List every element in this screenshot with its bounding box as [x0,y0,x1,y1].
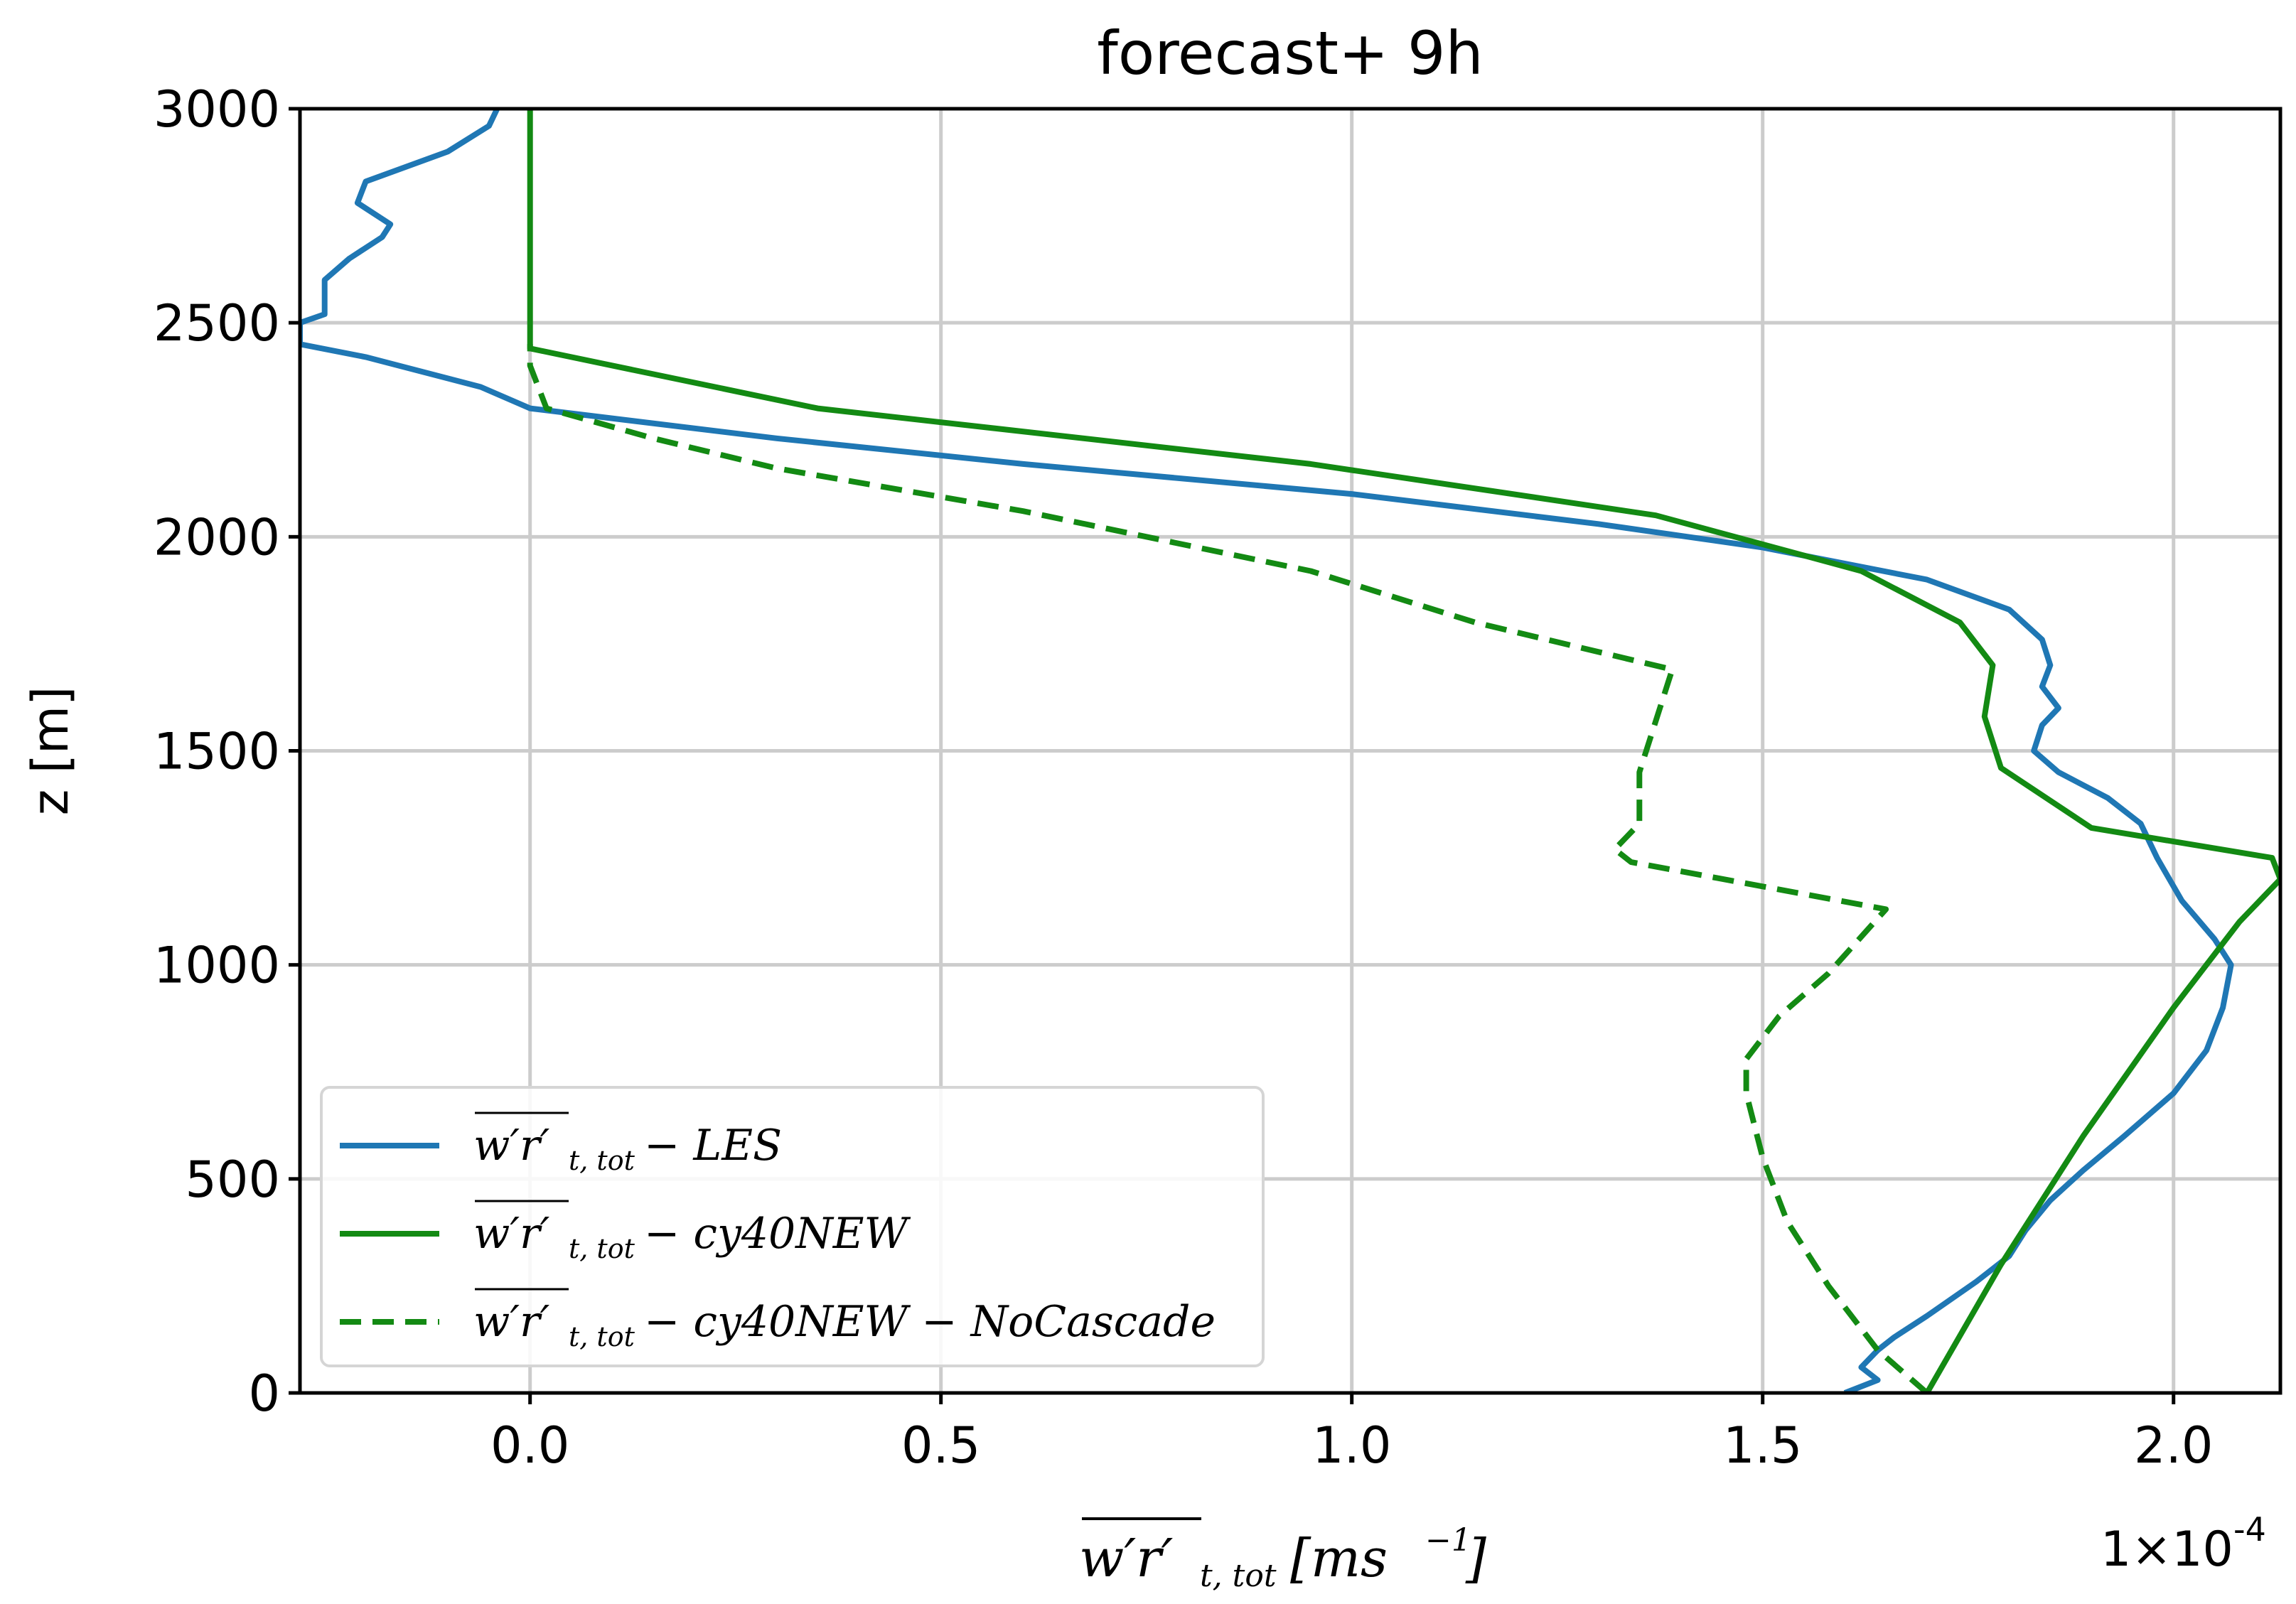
legend-label-symbol: w′r′ [473,1209,550,1259]
legend-box [320,1086,1265,1367]
y-tick-label: 1500 [154,723,280,781]
series-line-2 [527,109,2280,1393]
x-tick-label: 0.5 [901,1416,980,1475]
x-axis-multiplier-base: 1×10 [2101,1522,2233,1578]
legend-label-symbol: w′r′ [473,1297,550,1347]
y-tick-label: 2500 [154,294,280,352]
y-tick-label: 2000 [154,508,280,566]
x-tick-label: 1.5 [1723,1416,1802,1475]
legend-label-name: − cy40NEW [644,1209,911,1259]
x-axis-multiplier-exponent: -4 [2233,1510,2266,1549]
x-axis-label-units: [ms [1290,1528,1388,1589]
x-axis-multiplier: 1×10 -4 [2101,1510,2266,1578]
series-line-1 [300,109,2234,1393]
x-axis-label-units-exponent: −1 [1425,1522,1471,1559]
legend-label-symbol: w′r′ [473,1121,550,1170]
y-axis-label: z [m] [21,687,80,816]
legend-label-subscript: t, tot [569,1233,635,1264]
y-tick-label: 0 [248,1365,280,1423]
x-axis-label: w′r′ t, tot [ms −1 ] [1079,1517,1486,1594]
x-axis-label-subscript: t, tot [1200,1558,1277,1594]
x-axis-label-symbol: w′r′ [1079,1528,1174,1589]
legend-label-name: − cy40NEW − NoCascade [644,1297,1216,1347]
series-lines [300,109,2280,1393]
x-tick-label: 0.0 [490,1416,569,1475]
x-axis-ticks: 0.0 0.5 1.0 1.5 2.0 [490,1393,2213,1475]
y-tick-label: 3000 [154,80,280,139]
x-tick-label: 1.0 [1312,1416,1391,1475]
legend-label-subscript: t, tot [569,1145,635,1176]
y-axis-ticks: 0 500 1000 1500 2000 2500 3000 [154,80,300,1423]
x-axis-label-units-close: ] [1465,1528,1486,1589]
legend-label-name: − LES [644,1121,782,1170]
y-tick-label: 1000 [154,937,280,995]
y-tick-label: 500 [185,1151,280,1209]
chart-title: forecast+ 9h [1097,18,1483,88]
legend-label-subscript: t, tot [569,1321,635,1352]
series-line-3 [527,344,1929,1393]
x-tick-label: 2.0 [2134,1416,2213,1475]
legend: w′r′ t, tot − LES w′r′ t, tot − cy40NEW w′r′ t,… [320,1086,1265,1367]
